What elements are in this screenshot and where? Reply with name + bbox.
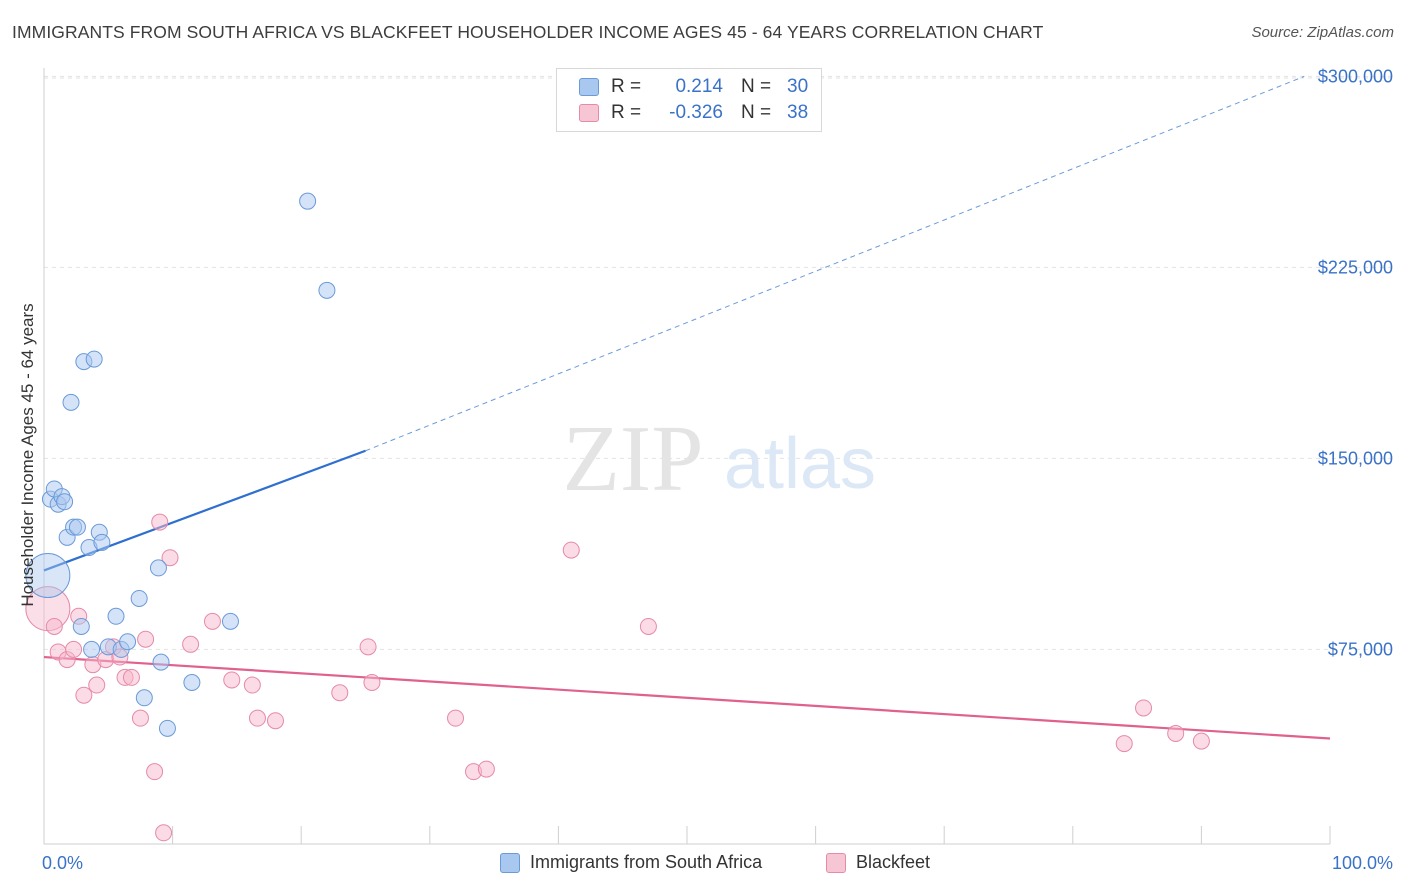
point-series2	[203, 612, 221, 630]
point-series1	[221, 612, 239, 630]
grid-lines	[44, 75, 1394, 650]
bottom-legend-swatch-series2	[826, 852, 846, 873]
point-series2	[131, 709, 149, 727]
point-series1	[130, 589, 148, 607]
point-series2	[223, 671, 241, 689]
legend-r-label: R =	[611, 76, 642, 97]
legend-row-series2: R = -0.326 N = 38	[579, 101, 808, 125]
point-series2	[331, 684, 349, 702]
legend-n-label: N =	[741, 76, 772, 97]
legend-swatch-series2	[579, 104, 599, 122]
point-series1	[25, 553, 71, 599]
axes	[43, 68, 1331, 845]
legend-n-label: N =	[741, 102, 772, 123]
point-series2	[639, 617, 657, 635]
point-series2	[45, 617, 63, 635]
point-series2	[447, 709, 465, 727]
point-series1	[149, 559, 167, 577]
data-points	[25, 192, 1210, 842]
legend-swatch-series1	[579, 78, 599, 96]
legend-row-series1: R = 0.214 N = 30	[579, 75, 808, 99]
point-series1	[56, 493, 74, 511]
point-series2	[155, 824, 173, 842]
y-tick-label: $150,000	[1318, 448, 1393, 468]
point-series2	[182, 635, 200, 653]
bottom-legend-label-series2: Blackfeet	[856, 852, 931, 872]
point-series2	[359, 638, 377, 656]
x-tick-label-max: 100.0%	[1332, 853, 1393, 873]
y-tick-label: $75,000	[1328, 639, 1393, 659]
point-series2	[363, 674, 381, 692]
point-series2	[243, 676, 261, 694]
point-series2	[1192, 732, 1210, 750]
point-series2	[65, 640, 83, 658]
point-series2	[161, 549, 179, 567]
point-series1	[158, 719, 176, 737]
point-series2	[562, 541, 580, 559]
point-series1	[119, 633, 137, 651]
point-series2	[1115, 735, 1133, 753]
legend-r-value: 0.214	[675, 76, 723, 97]
point-series2	[266, 712, 284, 730]
legend-r-value: -0.326	[669, 102, 723, 123]
point-series2	[248, 709, 266, 727]
bottom-legend-label-series1: Immigrants from South Africa	[530, 852, 763, 872]
bottom-legend-swatch-series1	[500, 852, 520, 873]
point-series1	[107, 607, 125, 625]
legend-n-value: 30	[787, 76, 809, 97]
point-series1	[135, 689, 153, 707]
bottom-legend-series1[interactable]: Immigrants from South Africa	[500, 852, 762, 873]
point-series2	[122, 668, 140, 686]
point-series2	[477, 760, 495, 778]
point-series1	[183, 674, 201, 692]
chart-title: IMMIGRANTS FROM SOUTH AFRICA VS BLACKFEE…	[12, 22, 1044, 42]
point-series2	[1167, 724, 1185, 742]
point-series2	[1135, 699, 1153, 717]
point-series2	[75, 686, 93, 704]
point-series1	[72, 617, 90, 635]
trend-line-series1	[43, 449, 366, 572]
y-tick-label: $225,000	[1318, 257, 1393, 277]
y-axis-label: Householder Income Ages 45 - 64 years	[18, 303, 37, 607]
point-series1	[318, 281, 336, 299]
point-series2	[146, 763, 164, 781]
point-series2	[88, 676, 106, 694]
legend-r-label: R =	[611, 102, 642, 123]
point-series2	[137, 630, 155, 648]
correlation-legend: R = 0.214 N = 30 R = -0.326 N = 38	[556, 68, 822, 132]
bottom-legend-series2[interactable]: Blackfeet	[826, 852, 930, 873]
point-series1	[68, 518, 86, 536]
watermark-zip: ZIP	[563, 407, 704, 511]
source-label: Source: ZipAtlas.com	[1251, 24, 1394, 41]
point-series1	[83, 640, 101, 658]
trend-line-series2	[43, 655, 1331, 740]
point-series1	[93, 533, 111, 551]
point-series1	[85, 350, 103, 368]
watermark: ZIP atlas	[563, 407, 877, 511]
point-series1	[62, 393, 80, 411]
legend-n-value: 38	[787, 102, 809, 123]
watermark-atlas: atlas	[724, 424, 876, 504]
y-tick-label: $300,000	[1318, 66, 1393, 86]
tick-labels: $75,000 $150,000 $225,000 $300,000 0.0% 100.0…	[42, 66, 1393, 873]
point-series1	[152, 653, 170, 671]
x-tick-label-min: 0.0%	[42, 853, 83, 873]
point-series2	[151, 513, 169, 531]
trend-line-series1-extension	[365, 75, 1305, 452]
point-series1	[299, 192, 317, 210]
trend-lines	[43, 75, 1331, 740]
